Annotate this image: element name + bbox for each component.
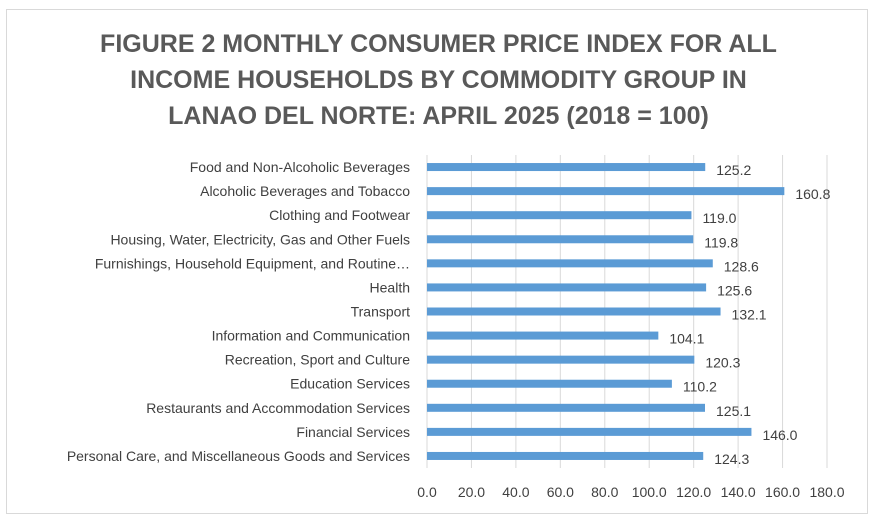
- chart-title-line-1: FIGURE 2 MONTHLY CONSUMER PRICE INDEX FO…: [100, 30, 777, 58]
- value-label-5: 125.6: [717, 282, 752, 298]
- category-label-2: Clothing and Footwear: [269, 207, 410, 223]
- value-label-4: 128.6: [724, 258, 759, 274]
- x-tick-label-5: 100.0: [632, 484, 667, 500]
- bar-7: [427, 331, 659, 340]
- category-label-0: Food and Non-Alcoholic Beverages: [190, 159, 410, 175]
- category-label-11: Financial Services: [296, 424, 410, 440]
- value-label-2: 119.0: [702, 210, 736, 226]
- bar-11: [427, 427, 752, 436]
- category-label-4: Furnishings, Household Equipment, and Ro…: [95, 255, 410, 271]
- bars: [427, 163, 785, 460]
- bar-10: [427, 403, 705, 412]
- value-label-3: 119.8: [704, 234, 738, 250]
- category-label-7: Information and Communication: [212, 328, 410, 344]
- bar-0: [427, 163, 706, 172]
- value-label-12: 124.3: [714, 451, 749, 467]
- bar-1: [427, 187, 785, 196]
- bar-2: [427, 211, 692, 220]
- x-tick-label-7: 140.0: [721, 484, 756, 500]
- category-label-8: Recreation, Sport and Culture: [225, 352, 410, 368]
- x-tick-label-6: 120.0: [676, 484, 711, 500]
- bar-5: [427, 283, 707, 292]
- value-label-10: 125.1: [716, 403, 751, 419]
- value-label-9: 110.2: [683, 379, 717, 395]
- x-tick-label-3: 60.0: [547, 484, 574, 500]
- bar-6: [427, 307, 721, 316]
- x-tick-label-4: 80.0: [591, 484, 618, 500]
- bar-12: [427, 451, 704, 460]
- value-labels: 125.2 160.8 119.0 119.8 128.6 125.6 132.1 104.1…: [669, 162, 830, 467]
- category-label-6: Transport: [351, 304, 411, 320]
- category-label-5: Health: [370, 279, 410, 295]
- chart-title-line-2: INCOME HOUSEHOLDS BY COMMODITY GROUP IN: [130, 66, 747, 94]
- value-label-1: 160.8: [795, 186, 830, 202]
- bar-3: [427, 235, 694, 244]
- category-label-9: Education Services: [290, 376, 410, 392]
- category-labels: Food and Non-Alcoholic Beverages Alcoholi…: [67, 159, 411, 464]
- x-tick-label-8: 160.0: [765, 484, 800, 500]
- category-label-10: Restaurants and Accommodation Services: [146, 400, 410, 416]
- value-label-8: 120.3: [705, 355, 740, 371]
- value-label-11: 146.0: [762, 427, 797, 443]
- category-label-1: Alcoholic Beverages and Tobacco: [200, 183, 410, 199]
- x-tick-label-1: 20.0: [458, 484, 485, 500]
- category-label-3: Housing, Water, Electricity, Gas and Oth…: [110, 231, 410, 247]
- bar-8: [427, 355, 695, 364]
- chart-title: FIGURE 2 MONTHLY CONSUMER PRICE INDEX FO…: [0, 26, 877, 134]
- x-tick-label-9: 180.0: [809, 484, 844, 500]
- x-tick-label-2: 40.0: [502, 484, 529, 500]
- category-label-12: Personal Care, and Miscellaneous Goods a…: [67, 448, 410, 464]
- value-label-6: 132.1: [732, 307, 767, 323]
- x-tick-labels: 0.0 20.0 40.0 60.0 80.0 100.0 120.0 140.0 160.0 1…: [417, 484, 844, 500]
- chart-title-line-3: LANAO DEL NORTE: APRIL 2025 (2018 = 100): [168, 102, 709, 130]
- x-tick-label-0: 0.0: [417, 484, 437, 500]
- value-label-0: 125.2: [716, 162, 751, 178]
- bar-4: [427, 259, 713, 268]
- bar-9: [427, 379, 672, 388]
- value-label-7: 104.1: [669, 331, 704, 347]
